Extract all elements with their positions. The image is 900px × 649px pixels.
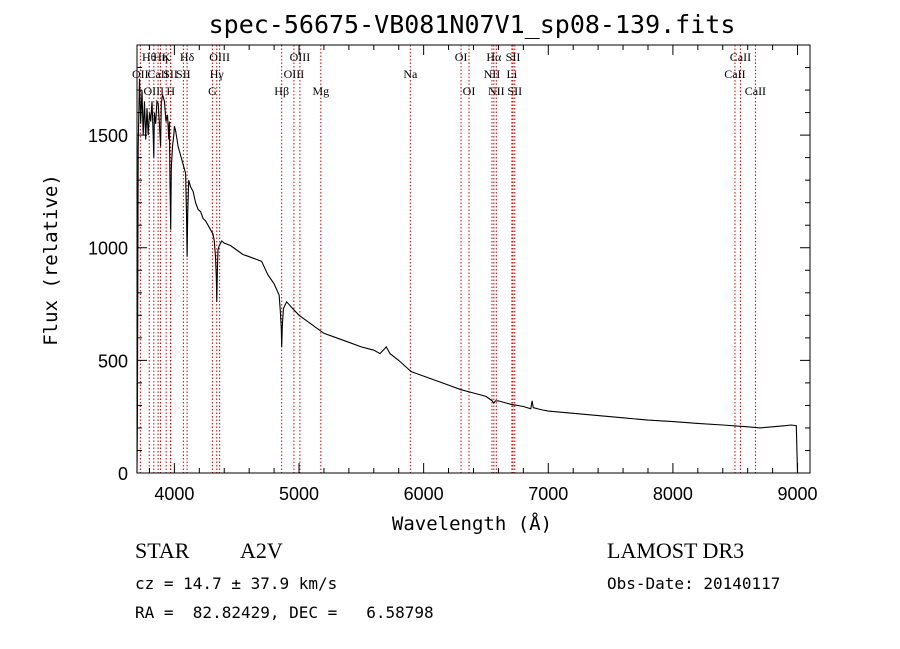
x-tick-label: 4000: [154, 484, 194, 504]
line-label: Hα: [486, 50, 502, 64]
line-label: CaII: [730, 50, 751, 64]
x-axis-label: Wavelength (Å): [392, 512, 552, 535]
line-label: OIII: [290, 50, 311, 64]
x-tick-label: 9000: [778, 484, 818, 504]
line-label: Hβ: [274, 84, 289, 98]
plot-frame: [136, 44, 811, 474]
line-label: OI: [463, 84, 476, 98]
line-label: SII: [506, 50, 521, 64]
line-label: Hδ: [180, 50, 195, 64]
x-tick-label: 6000: [404, 484, 444, 504]
y-tick-label: 1500: [88, 126, 128, 146]
line-label: CaII: [147, 67, 168, 81]
line-label: OIII: [209, 50, 230, 64]
x-axis: 4000 5000 6000 7000 8000 9000: [148, 45, 818, 504]
y-tick-label: 500: [98, 351, 128, 371]
line-label: CaII: [724, 67, 745, 81]
line-label: Li: [507, 67, 518, 81]
line-label: Hη: [153, 50, 168, 64]
line-label: SII: [176, 67, 191, 81]
redshift-text: cz = 14.7 ± 37.9 km/s: [135, 574, 338, 593]
x-tick-label: 5000: [279, 484, 319, 504]
coordinates: RA = 82.82429, DEC = 6.58798: [135, 603, 434, 622]
x-tick-label: 7000: [528, 484, 568, 504]
line-label: OIII: [143, 84, 164, 98]
line-label: OII: [132, 67, 149, 81]
line-label: G: [208, 84, 217, 98]
x-tick-label: 8000: [653, 484, 693, 504]
line-label: OI: [455, 50, 468, 64]
line-label: Mg: [312, 84, 329, 98]
y-tick-label: 0: [118, 464, 128, 484]
survey-name: LAMOST DR3: [607, 538, 745, 563]
line-label: NII: [488, 84, 505, 98]
y-axis-label: Flux (relative): [40, 174, 62, 346]
spectrum-series-line: [136, 78, 799, 474]
line-label: NII: [484, 67, 501, 81]
object-subclass: A2V: [240, 538, 283, 563]
line-label: SII: [507, 84, 522, 98]
line-label: CaII: [745, 84, 766, 98]
line-markers: [139, 45, 756, 473]
line-label: Na: [403, 67, 418, 81]
line-label: Hγ: [210, 67, 225, 81]
obs-date: Obs-Date: 20140117: [607, 574, 781, 593]
line-label: K: [162, 50, 171, 64]
line-label: OIII: [284, 67, 305, 81]
chart-title: spec-56675-VB081N07V1_sp08-139.fits: [209, 10, 736, 39]
object-class: STAR: [135, 538, 190, 563]
line-label: Hθ: [142, 50, 157, 64]
line-label: H: [166, 84, 175, 98]
y-axis: 0 500 1000 1500: [88, 67, 810, 484]
line-label: SII: [163, 67, 178, 81]
y-tick-label: 1000: [88, 239, 128, 259]
